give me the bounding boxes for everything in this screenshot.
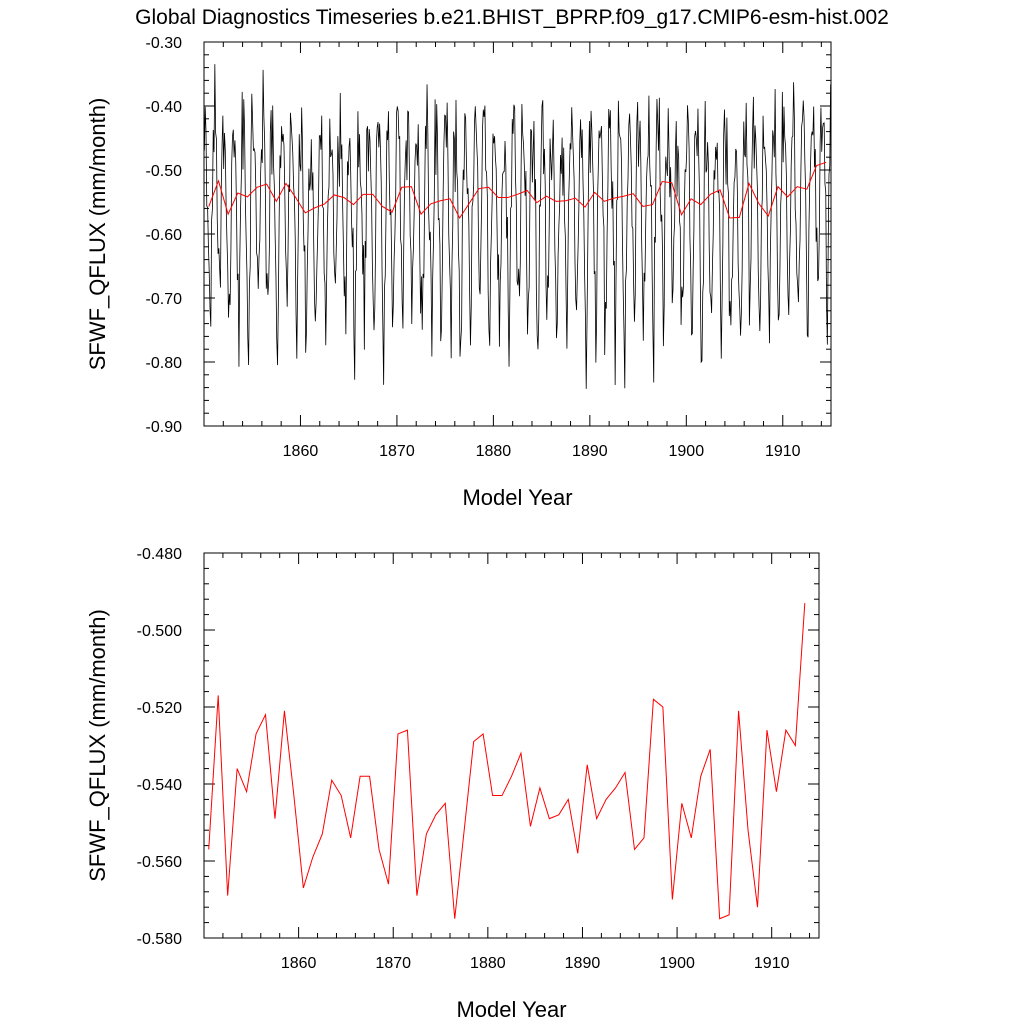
y-axis-title: SFWF_QFLUX (mm/month) — [85, 609, 110, 882]
monthly-series-line — [204, 64, 831, 389]
y-tick-label: -0.30 — [146, 35, 183, 52]
x-tick-label: 1900 — [659, 955, 695, 972]
y-tick-label: -0.50 — [146, 163, 183, 180]
x-tick-label: 1880 — [476, 443, 512, 460]
figure-title: Global Diagnostics Timeseries b.e21.BHIS… — [135, 6, 889, 29]
x-tick-label: 1910 — [754, 955, 790, 972]
y-tick-label: -0.480 — [137, 546, 182, 563]
y-tick-label: -0.500 — [137, 623, 182, 640]
y-tick-label: -0.80 — [146, 355, 183, 372]
x-tick-label: 1860 — [283, 443, 319, 460]
y-tick-label: -0.60 — [146, 227, 183, 244]
y-axis-title: SFWF_QFLUX (mm/month) — [85, 98, 110, 371]
x-tick-label: 1860 — [281, 955, 317, 972]
y-tick-label: -0.560 — [137, 854, 182, 871]
x-tick-label: 1910 — [765, 443, 801, 460]
y-tick-label: -0.70 — [146, 291, 183, 308]
y-tick-label: -0.520 — [137, 700, 182, 717]
x-tick-label: 1870 — [375, 955, 411, 972]
x-tick-label: 1890 — [565, 955, 601, 972]
plot-frame — [203, 552, 820, 939]
y-tick-label: -0.40 — [146, 99, 183, 116]
x-axis-title: Model Year — [456, 997, 566, 1022]
y-tick-label: -0.90 — [146, 419, 183, 436]
bottom-panel: 1860 1870 1880 1890 1900 1910 -0.580 -0.560 -0.5… — [85, 546, 820, 1022]
y-tick-label: -0.580 — [137, 931, 182, 948]
x-tick-label: 1900 — [669, 443, 705, 460]
x-axis-title: Model Year — [462, 485, 572, 510]
y-tick-label: -0.540 — [137, 777, 182, 794]
annual-mean-series-line — [208, 161, 827, 219]
x-tick-label: 1870 — [379, 443, 415, 460]
top-panel: 1860 1870 1880 1890 1900 1910 -0.90 -0.80 -0.70 -… — [85, 35, 832, 510]
annual-mean-series-line — [208, 603, 806, 920]
x-tick-label: 1890 — [572, 443, 608, 460]
x-tick-label: 1880 — [470, 955, 506, 972]
